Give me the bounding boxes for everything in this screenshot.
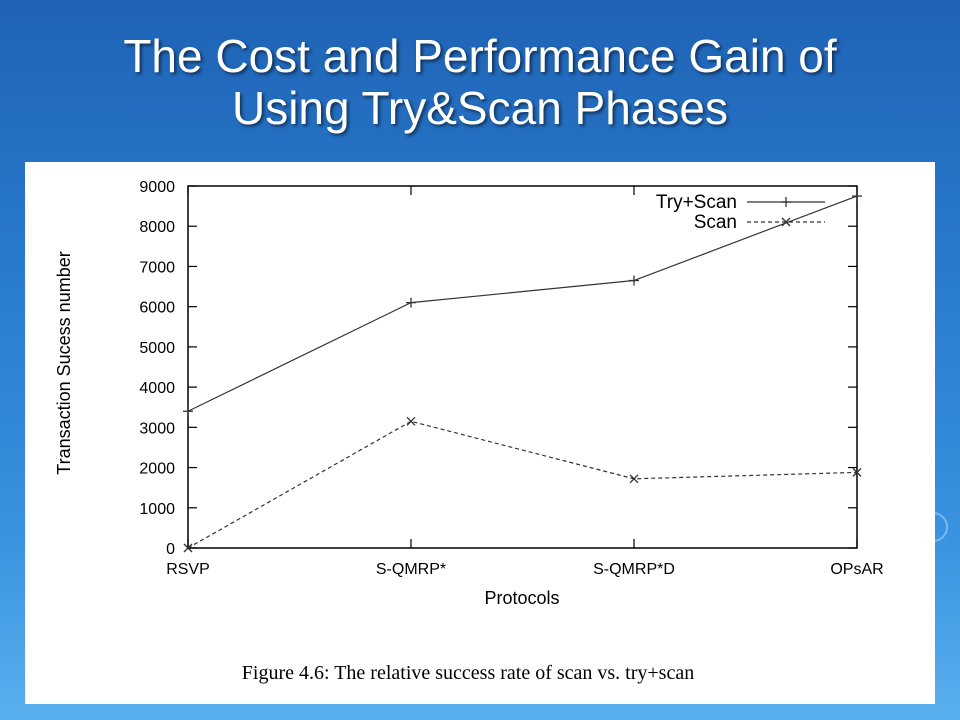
slide-title-line-2: Using Try&Scan Phases (231, 82, 728, 134)
x-tick-label: S-QMRP*D (593, 561, 675, 578)
data-point-try-scan (852, 191, 862, 202)
series-line-scan (187, 420, 858, 549)
x-tick-label: RSVP (166, 561, 210, 578)
y-tick-label: 1000 (139, 501, 175, 518)
x-tick-label: OPsAR (830, 561, 883, 578)
y-tick-label: 2000 (139, 461, 175, 478)
y-tick-label: 8000 (139, 219, 175, 236)
slide-title-line-1: The Cost and Performance Gain of (123, 30, 837, 82)
legend-marker (781, 197, 791, 207)
chart-panel: 0 1000 2000 3000 4000 5000 6000 7000 8000 9000 RSV… (25, 162, 935, 704)
legend-label: Scan (694, 212, 737, 233)
data-point-scan (183, 543, 193, 553)
x-axis-label: Protocols (484, 588, 559, 608)
data-point-try-scan (183, 406, 193, 417)
legend-marker (781, 217, 791, 227)
y-tick-label: 7000 (139, 259, 175, 276)
y-tick-label: 6000 (139, 300, 175, 317)
y-tick-label: 3000 (139, 420, 175, 437)
plot-frame (187, 185, 858, 549)
y-tick-label: 5000 (139, 340, 175, 357)
series-line-try-scan (187, 195, 858, 412)
slide-title: The Cost and Performance Gain of Using T… (0, 30, 960, 134)
data-point-scan (852, 467, 862, 477)
data-point-scan (406, 416, 416, 426)
data-point-scan (629, 474, 639, 484)
y-tick-label: 0 (166, 541, 175, 558)
y-tick-label: 9000 (139, 179, 175, 196)
y-tick-label: 4000 (139, 380, 175, 397)
data-point-try-scan (406, 297, 416, 308)
data-point-try-scan (629, 275, 639, 286)
x-tick-label: S-QMRP* (376, 561, 446, 578)
y-axis-label: Transaction Sucess number (54, 251, 74, 474)
line-chart: 0 1000 2000 3000 4000 5000 6000 7000 8000 9000 RSV… (54, 179, 884, 684)
legend-label: Try+Scan (656, 192, 737, 213)
figure-caption: Figure 4.6: The relative success rate of… (242, 662, 694, 684)
